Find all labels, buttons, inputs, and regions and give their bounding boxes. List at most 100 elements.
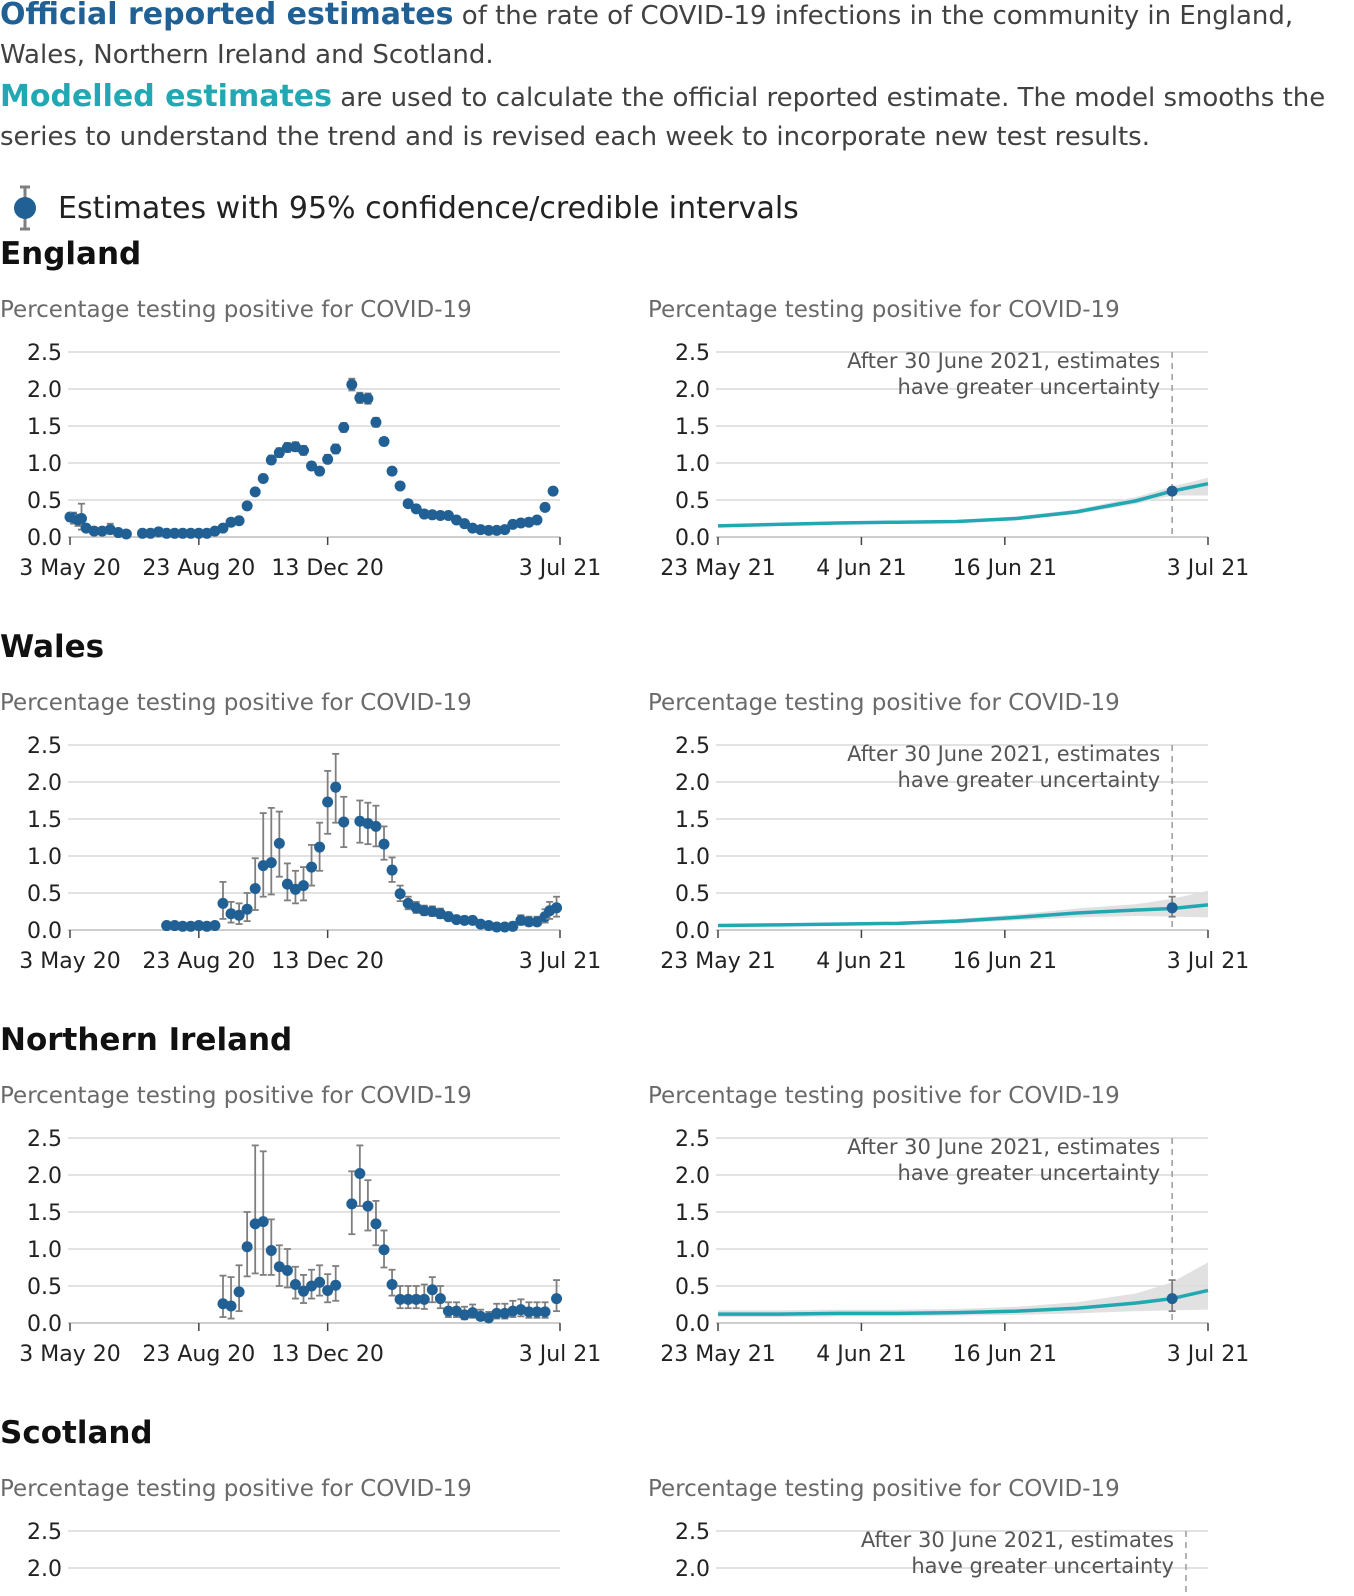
data-point <box>459 914 471 926</box>
data-point <box>499 524 511 536</box>
y-tick-label: 0.0 <box>675 919 710 944</box>
point-with-error-bar-icon <box>14 185 36 231</box>
x-tick-label: 4 Jun 21 <box>816 949 906 974</box>
country-heading-england: England <box>0 236 142 272</box>
data-point <box>338 816 350 828</box>
data-point <box>394 1293 406 1305</box>
chart-title: Percentage testing positive for COVID-19 <box>0 690 472 716</box>
data-point <box>410 1293 422 1305</box>
data-point <box>539 501 551 513</box>
data-point <box>289 1279 301 1291</box>
y-tick-label: 1.0 <box>27 452 62 477</box>
data-point <box>386 1279 398 1291</box>
data-point <box>225 1300 237 1312</box>
x-tick-label: 23 May 21 <box>660 1342 775 1367</box>
data-point <box>362 1200 374 1212</box>
y-tick-label: 2.0 <box>675 1164 710 1189</box>
data-point <box>475 524 487 536</box>
chart-title: Percentage testing positive for COVID-19 <box>0 297 472 323</box>
chart-wales-official: Percentage testing positive for COVID-19… <box>0 690 620 980</box>
y-tick-label: 1.0 <box>27 845 62 870</box>
modelled-estimate-line <box>718 1288 1209 1316</box>
data-point <box>169 527 181 539</box>
x-tick-label: 4 Jun 21 <box>816 556 906 581</box>
data-point <box>402 897 414 909</box>
data-point <box>531 514 543 526</box>
data-point <box>120 528 132 540</box>
y-tick-label: 2.5 <box>675 1520 710 1545</box>
data-point <box>193 920 205 932</box>
official-estimates-text: of the rate of COVID-19 infections in th… <box>0 1 1294 70</box>
y-tick-label: 1.5 <box>675 415 710 440</box>
chart-title: Percentage testing positive for COVID-19 <box>0 1083 472 1109</box>
y-tick-label: 2.5 <box>27 734 62 759</box>
data-point <box>551 1293 563 1305</box>
data-point <box>426 509 438 521</box>
data-point <box>273 447 285 459</box>
official-estimates-label: Official reported estimates <box>0 0 454 32</box>
x-tick-label: 16 Jun 21 <box>953 1342 1057 1367</box>
chart-england-official: Percentage testing positive for COVID-19… <box>0 297 620 587</box>
chart-plot: 0.0 0.5 1.0 1.5 2.0 2.5 3 May 20 23 Aug 20 13 De… <box>19 341 602 581</box>
data-point <box>442 510 454 522</box>
y-tick-label: 2.5 <box>675 734 710 759</box>
data-point <box>306 460 318 472</box>
x-tick-label: 13 Dec 20 <box>271 1342 384 1367</box>
data-point <box>314 1276 326 1288</box>
data-point <box>418 905 430 917</box>
data-point <box>217 522 229 534</box>
modelled-estimates-label: Modelled estimates <box>0 79 332 114</box>
data-point <box>515 517 527 529</box>
credible-interval-band <box>718 477 1208 528</box>
chart-plot: 0.0 0.5 1.0 1.5 2.0 2.5 3 May 20 23 Aug 20 13 De… <box>19 734 601 974</box>
data-point <box>483 1312 495 1324</box>
data-point <box>338 421 350 433</box>
y-tick-label: 0.5 <box>27 489 62 514</box>
data-point <box>281 441 293 453</box>
data-point <box>177 920 189 932</box>
x-tick-label: 3 Jul 21 <box>519 556 602 581</box>
data-point <box>1166 902 1178 914</box>
data-point <box>330 1279 342 1291</box>
data-point <box>265 454 277 466</box>
annotation-text: have greater uncertainty <box>898 1161 1161 1185</box>
data-point <box>442 1305 454 1317</box>
y-tick-label: 1.0 <box>27 1238 62 1263</box>
data-point <box>450 914 462 926</box>
modelled-estimate-line <box>717 903 1209 928</box>
data-point <box>434 510 446 522</box>
y-tick-label: 2.0 <box>27 1164 62 1189</box>
data-point <box>177 527 189 539</box>
chart-plot: 0.0 0.5 1.0 1.5 2.0 2.5 23 May 21 4 Jun 21 16 Ju… <box>660 1127 1249 1367</box>
modelled-estimates-text: are used to calculate the official repor… <box>0 83 1326 152</box>
data-point <box>161 527 173 539</box>
data-point <box>297 880 309 892</box>
data-point <box>362 393 374 405</box>
chart-plot: 2.0 2.5 After 30 June 2021, estimateshave … <box>675 1520 1208 1596</box>
data-point <box>426 1284 438 1296</box>
y-tick-label: 2.0 <box>675 378 710 403</box>
x-tick-label: 3 May 20 <box>19 949 120 974</box>
data-point <box>76 513 88 524</box>
data-point <box>483 524 495 536</box>
y-tick-label: 0.5 <box>27 882 62 907</box>
chart-plot: 0.0 0.5 1.0 1.5 2.0 2.5 3 May 20 23 Aug 20 13 De… <box>19 1127 601 1367</box>
data-point <box>410 503 422 515</box>
data-point <box>314 841 326 853</box>
chart-title: Percentage testing positive for COVID-19 <box>648 1083 1120 1109</box>
data-point <box>418 1293 430 1305</box>
y-tick-label: 0.0 <box>27 526 62 551</box>
chart-title: Percentage testing positive for COVID-19 <box>648 297 1120 323</box>
data-point <box>378 838 390 850</box>
annotation-text: After 30 June 2021, estimates <box>847 1135 1160 1159</box>
y-tick-label: 2.5 <box>27 1520 62 1545</box>
y-tick-label: 2.0 <box>27 378 62 403</box>
data-point <box>281 1264 293 1276</box>
data-point <box>370 820 382 832</box>
data-point <box>241 903 253 915</box>
x-tick-label: 23 May 21 <box>660 556 775 581</box>
data-point <box>217 897 229 909</box>
y-tick-label: 0.5 <box>27 1275 62 1300</box>
data-point <box>322 1284 334 1296</box>
data-point <box>402 1293 414 1305</box>
